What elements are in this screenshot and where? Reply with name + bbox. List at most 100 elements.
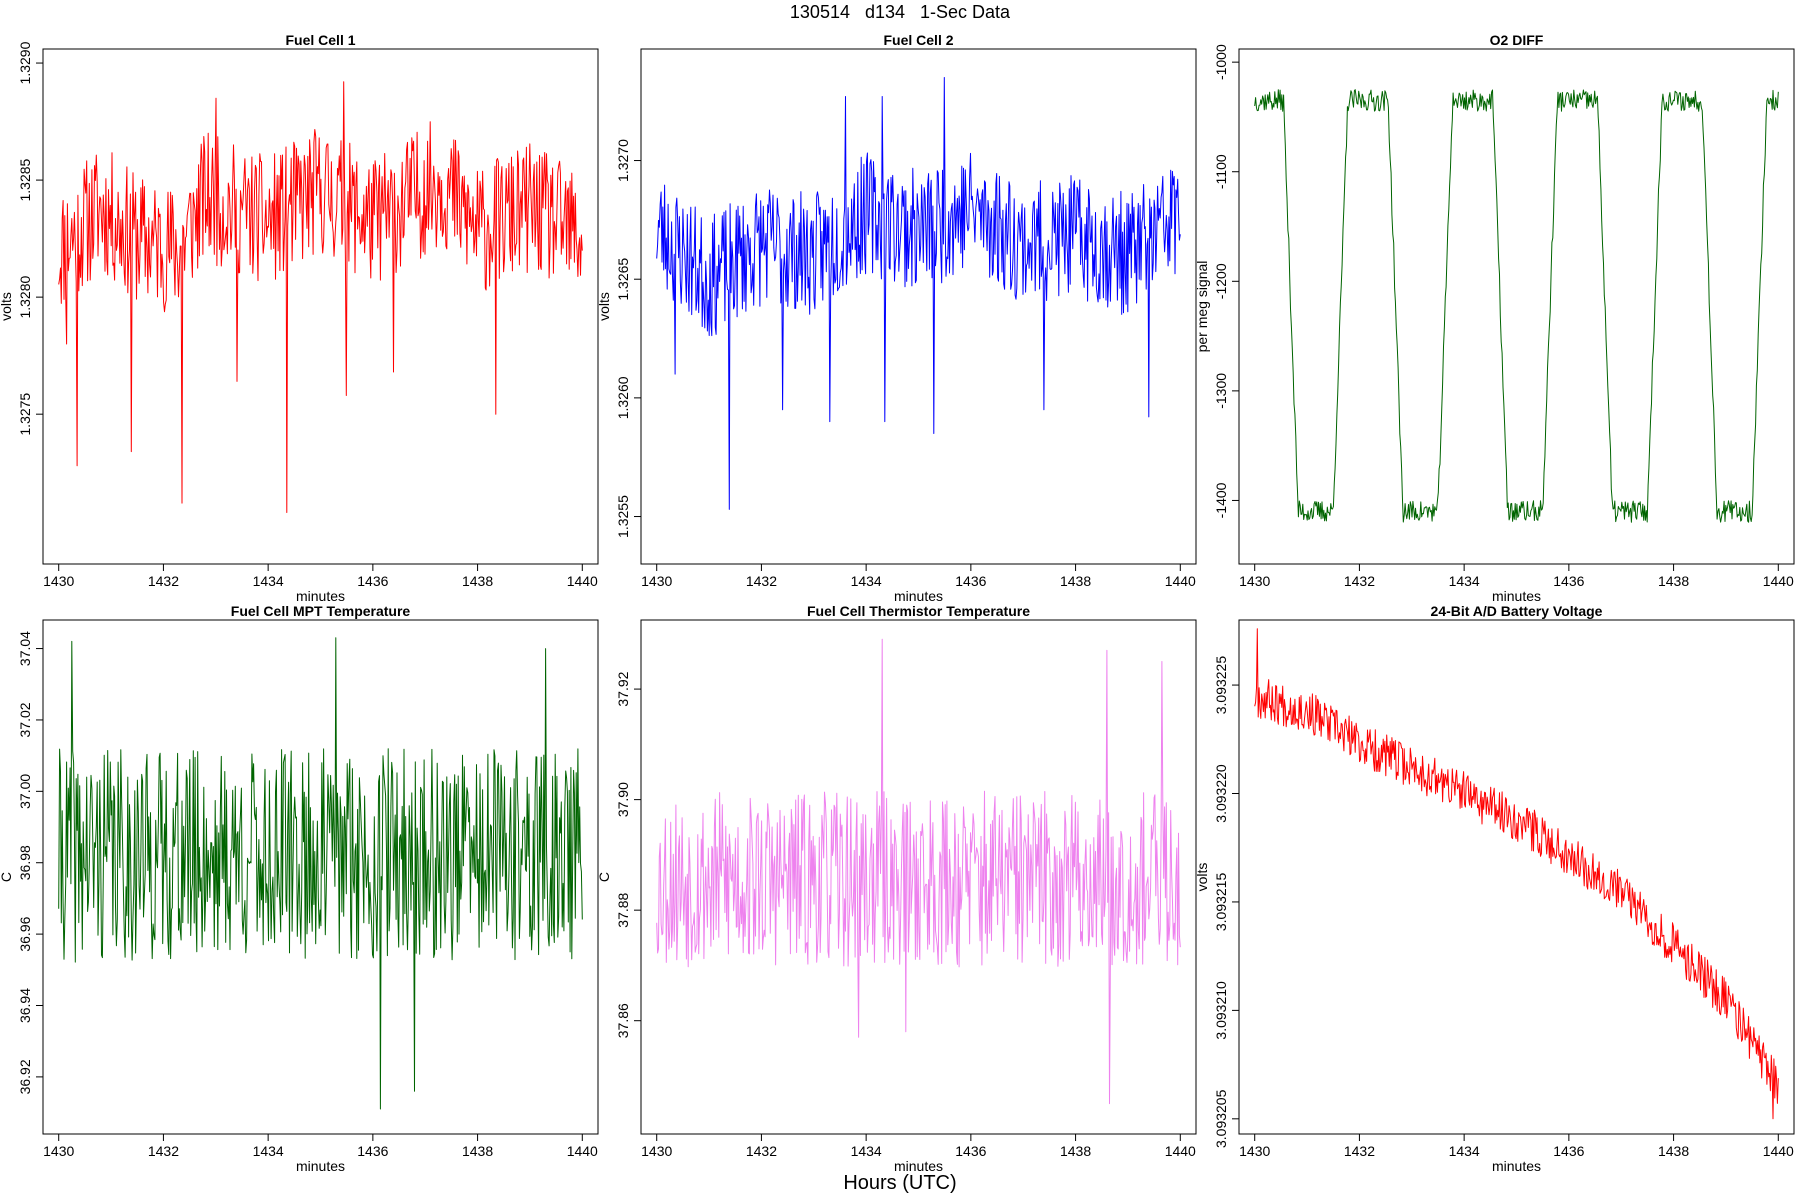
x-tick-label: 1430 bbox=[43, 573, 74, 589]
x-tick-label: 1430 bbox=[641, 573, 672, 589]
panel-title: Fuel Cell Thermistor Temperature bbox=[807, 603, 1030, 619]
panel-o2-diff: O2 DIFF 1430 1432 1434 1436 1438 1440 minutes -1… bbox=[1194, 32, 1795, 604]
x-tick-label: 1430 bbox=[641, 1143, 672, 1159]
x-tick-label: 1438 bbox=[1060, 1143, 1091, 1159]
panel-fuel-cell-1: Fuel Cell 1 1430 1432 1434 1436 1438 1440 minut… bbox=[0, 32, 599, 604]
series-line bbox=[58, 81, 583, 513]
y-tick-label: 37.86 bbox=[615, 1003, 631, 1038]
y-axis-label: C bbox=[0, 872, 14, 882]
x-axis-label: minutes bbox=[296, 588, 345, 604]
x-tick-label: 1434 bbox=[1449, 573, 1480, 589]
x-tick-label: 1438 bbox=[1658, 573, 1689, 589]
x-tick-label: 1440 bbox=[1165, 1143, 1196, 1159]
y-tick-label: 1.3270 bbox=[615, 139, 631, 182]
y-tick-label: 36.92 bbox=[17, 1059, 33, 1094]
y-tick-label: 1.3280 bbox=[17, 276, 33, 319]
y-tick-label: -1300 bbox=[1213, 373, 1229, 409]
x-tick-label: 1438 bbox=[462, 573, 493, 589]
x-tick-label: 1438 bbox=[1658, 1143, 1689, 1159]
y-tick-label: 1.3255 bbox=[615, 495, 631, 538]
x-tick-label: 1434 bbox=[1449, 1143, 1480, 1159]
x-tick-label: 1430 bbox=[1239, 573, 1270, 589]
panel-title: Fuel Cell 2 bbox=[883, 32, 953, 48]
y-tick-label: 37.00 bbox=[17, 774, 33, 809]
series-line bbox=[58, 637, 583, 1110]
series-line bbox=[656, 638, 1181, 1105]
plot-frame bbox=[42, 619, 599, 1135]
y-tick-label: 37.88 bbox=[615, 892, 631, 927]
x-tick-label: 1440 bbox=[567, 573, 598, 589]
y-tick-label: -1000 bbox=[1213, 44, 1229, 80]
series-line bbox=[1254, 89, 1779, 523]
y-axis-label: per meg signal bbox=[1194, 261, 1210, 353]
x-tick-label: 1440 bbox=[1763, 1143, 1794, 1159]
y-tick-label: 3.093205 bbox=[1213, 1089, 1229, 1148]
y-axis-label: volts bbox=[0, 292, 14, 321]
x-tick-label: 1432 bbox=[1344, 573, 1375, 589]
y-tick-label: 36.94 bbox=[17, 988, 33, 1023]
x-tick-label: 1440 bbox=[1165, 573, 1196, 589]
x-axis-label: minutes bbox=[1492, 1158, 1541, 1174]
panel-title: O2 DIFF bbox=[1490, 32, 1544, 48]
x-tick-label: 1432 bbox=[746, 1143, 777, 1159]
y-tick-label: 37.92 bbox=[615, 671, 631, 706]
y-tick-label: 37.90 bbox=[615, 782, 631, 817]
plot-frame bbox=[640, 48, 1197, 565]
x-tick-label: 1434 bbox=[851, 573, 882, 589]
panel-thermistor-temperature: Fuel Cell Thermistor Temperature 1430 1432… bbox=[596, 603, 1197, 1174]
y-tick-label: -1200 bbox=[1213, 263, 1229, 299]
plot-frame bbox=[1238, 48, 1795, 565]
x-tick-label: 1430 bbox=[43, 1143, 74, 1159]
y-tick-label: 1.3285 bbox=[17, 158, 33, 201]
x-tick-label: 1434 bbox=[253, 573, 284, 589]
y-tick-label: 37.04 bbox=[17, 631, 33, 666]
x-axis-label: minutes bbox=[894, 588, 943, 604]
x-tick-label: 1436 bbox=[357, 1143, 388, 1159]
x-axis-label: minutes bbox=[1492, 588, 1541, 604]
x-tick-label: 1436 bbox=[1553, 1143, 1584, 1159]
panel-fuel-cell-2: Fuel Cell 2 1430 1432 1434 1436 1438 1440 minut… bbox=[596, 32, 1197, 604]
x-axis-label: minutes bbox=[894, 1158, 943, 1174]
y-tick-label: 3.093210 bbox=[1213, 981, 1229, 1040]
y-axis-label: volts bbox=[596, 292, 612, 321]
figure-title: 130514 d134 1-Sec Data bbox=[789, 2, 1011, 22]
x-tick-label: 1436 bbox=[357, 573, 388, 589]
series-line bbox=[656, 77, 1181, 510]
plot-frame bbox=[42, 48, 599, 565]
series-line bbox=[1254, 628, 1779, 1120]
x-tick-label: 1436 bbox=[955, 1143, 986, 1159]
plot-frame bbox=[640, 619, 1197, 1135]
y-tick-label: 3.093225 bbox=[1213, 656, 1229, 715]
y-tick-label: 3.093220 bbox=[1213, 764, 1229, 823]
x-tick-label: 1438 bbox=[1060, 573, 1091, 589]
panel-title: Fuel Cell MPT Temperature bbox=[231, 603, 411, 619]
x-tick-label: 1436 bbox=[1553, 573, 1584, 589]
y-tick-label: -1100 bbox=[1213, 154, 1229, 189]
y-tick-label: -1400 bbox=[1213, 482, 1229, 518]
y-tick-label: 1.3275 bbox=[17, 393, 33, 436]
panel-title: 24-Bit A/D Battery Voltage bbox=[1431, 603, 1603, 619]
x-tick-label: 1436 bbox=[955, 573, 986, 589]
x-tick-label: 1432 bbox=[148, 573, 179, 589]
x-tick-label: 1434 bbox=[851, 1143, 882, 1159]
y-tick-label: 1.3260 bbox=[615, 376, 631, 419]
y-tick-label: 36.98 bbox=[17, 845, 33, 880]
y-tick-label: 1.3265 bbox=[615, 258, 631, 301]
x-tick-label: 1432 bbox=[148, 1143, 179, 1159]
x-tick-label: 1440 bbox=[1763, 573, 1794, 589]
y-tick-label: 1.3290 bbox=[17, 41, 33, 84]
x-tick-label: 1438 bbox=[462, 1143, 493, 1159]
x-tick-label: 1430 bbox=[1239, 1143, 1270, 1159]
plot-frame bbox=[1238, 619, 1795, 1135]
y-tick-label: 36.96 bbox=[17, 916, 33, 951]
x-tick-label: 1432 bbox=[746, 573, 777, 589]
x-tick-label: 1432 bbox=[1344, 1143, 1375, 1159]
y-axis-label: volts bbox=[1194, 863, 1210, 892]
x-axis-title: Hours (UTC) bbox=[843, 1172, 957, 1194]
y-axis-label: C bbox=[596, 872, 612, 882]
x-tick-label: 1440 bbox=[567, 1143, 598, 1159]
panel-title: Fuel Cell 1 bbox=[285, 32, 355, 48]
x-tick-label: 1434 bbox=[253, 1143, 284, 1159]
panel-battery-voltage: 24-Bit A/D Battery Voltage 1430 1432 1434 14… bbox=[1194, 603, 1795, 1174]
